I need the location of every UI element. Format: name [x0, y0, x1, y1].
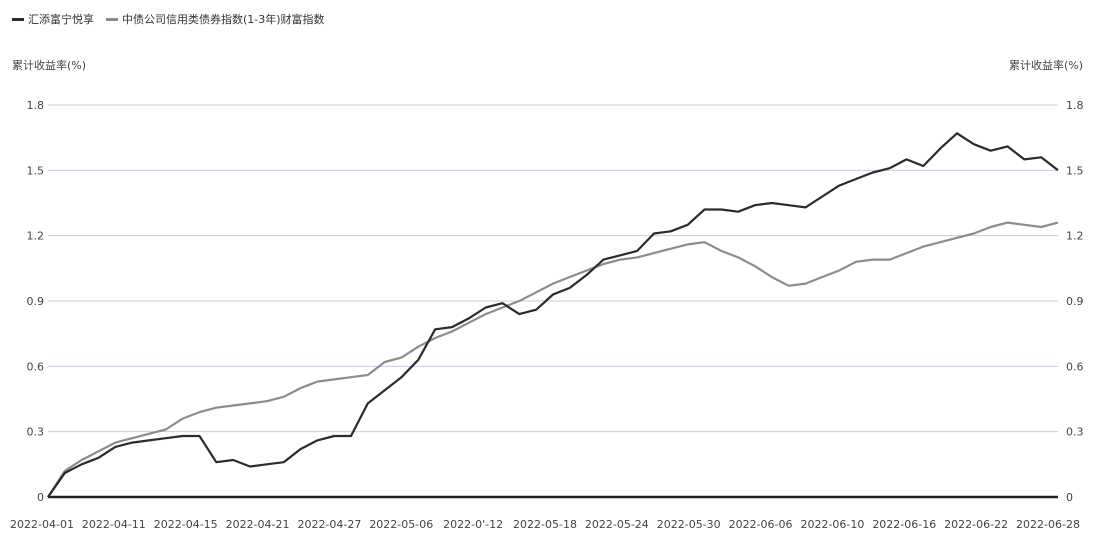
series-line-index — [47, 221, 1059, 498]
y-tick-label-left: 0.3 — [27, 426, 45, 439]
x-tick-label: 2022-04-15 — [154, 518, 218, 531]
y-axis-right-title: 累计收益率(%) — [1008, 59, 1083, 72]
y-tick-label-right: 1.2 — [1066, 230, 1084, 243]
x-tick-label: 2022-04-21 — [226, 518, 290, 531]
legend-swatch-fund — [12, 17, 24, 21]
x-tick-label: 2022-04-11 — [82, 518, 146, 531]
x-tick-label: 2022-06-28 — [1016, 518, 1080, 531]
y-axis-left-title: 累计收益率(%) — [12, 59, 87, 72]
y-tick-label-left: 1.2 — [27, 230, 45, 243]
y-tick-label-left: 0 — [37, 491, 44, 504]
x-tick-label: 2022-05-24 — [585, 518, 649, 531]
y-tick-label-right: 1.5 — [1066, 164, 1084, 177]
legend-swatch-index — [106, 17, 118, 21]
y-tick-label-right: 0 — [1066, 491, 1073, 504]
legend-label-fund: 汇添富宁悦享 — [28, 13, 94, 26]
x-tick-label: 2022-04-01 — [10, 518, 74, 531]
x-tick-label: 2022-06-10 — [800, 518, 864, 531]
x-tick-label: 2022-05-06 — [369, 518, 433, 531]
y-tick-label-right: 0.3 — [1066, 426, 1084, 439]
legend-item-fund: 汇添富宁悦享 — [12, 11, 94, 27]
y-tick-label-left: 0.9 — [27, 295, 45, 308]
x-tick-label: 2022-06-06 — [729, 518, 793, 531]
y-tick-label-left: 1.5 — [27, 164, 45, 177]
chart-legend: 汇添富宁悦享 中债公司信用类债券指数(1-3年)财富指数 — [12, 11, 337, 27]
y-tick-label-left: 1.8 — [27, 99, 45, 112]
x-tick-label: 2022-06-22 — [944, 518, 1008, 531]
y-tick-label-left: 0.6 — [27, 360, 45, 373]
legend-label-index: 中债公司信用类债券指数(1-3年)财富指数 — [122, 13, 325, 26]
y-tick-label-right: 1.8 — [1066, 99, 1084, 112]
series-line-fund — [47, 132, 1059, 498]
y-tick-label-right: 0.6 — [1066, 360, 1084, 373]
x-tick-label: 2022-05-18 — [513, 518, 577, 531]
x-tick-label: 2022-04-27 — [297, 518, 361, 531]
x-tick-label: 2022-0'-12 — [443, 518, 503, 531]
y-tick-label-right: 0.9 — [1066, 295, 1084, 308]
legend-item-index: 中债公司信用类债券指数(1-3年)财富指数 — [106, 11, 325, 27]
x-tick-label: 2022-05-30 — [657, 518, 721, 531]
x-tick-label: 2022-06-16 — [872, 518, 936, 531]
